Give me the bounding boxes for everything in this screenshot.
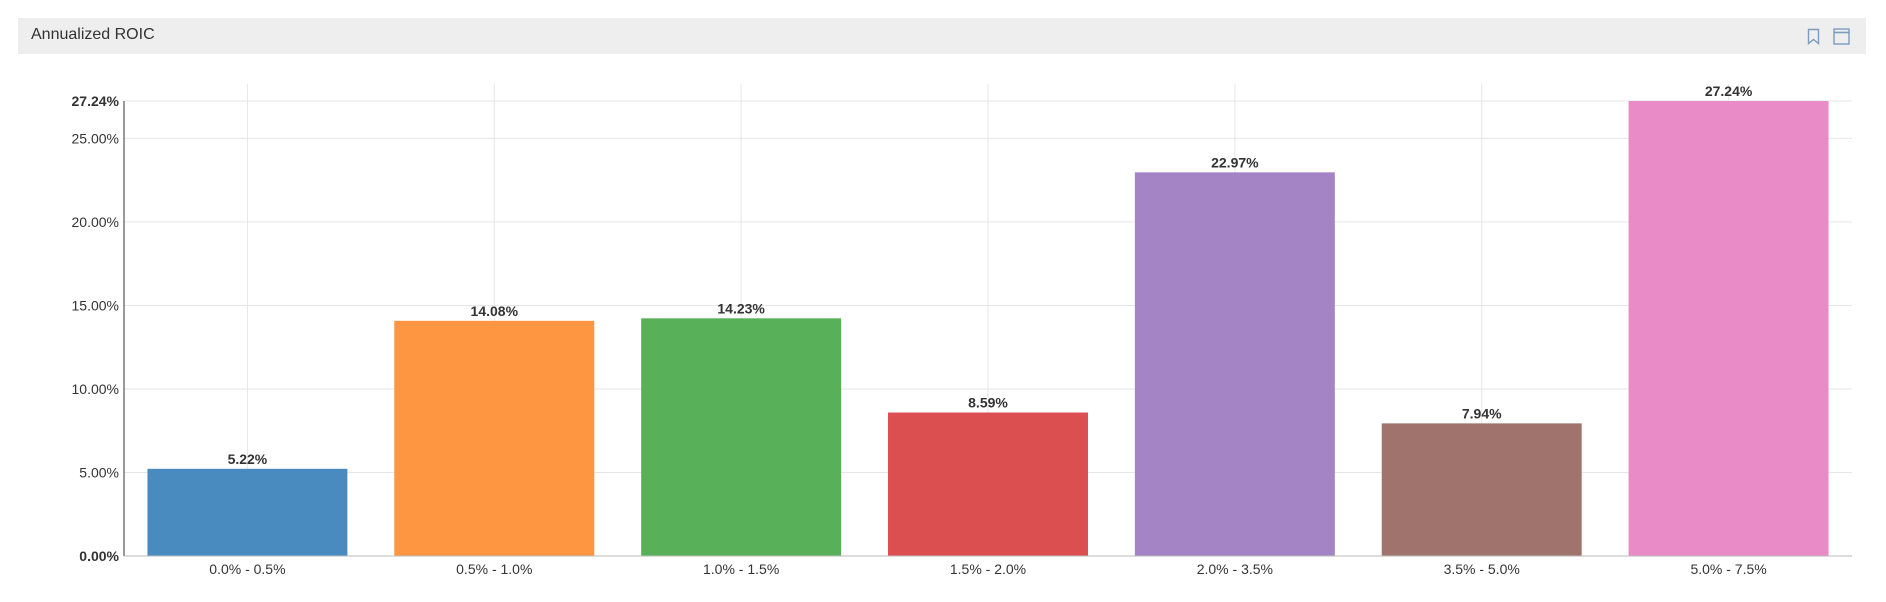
y-tick-label: 15.00%: [72, 297, 119, 313]
bookmark-icon[interactable]: [1804, 26, 1822, 46]
x-tick-label: 1.0% - 1.5%: [703, 561, 779, 577]
bar: [641, 318, 842, 556]
data-label: 7.94%: [1462, 405, 1502, 421]
bar: [1628, 101, 1829, 556]
header-icons: [1804, 26, 1850, 46]
panel-header: Annualized ROIC: [18, 18, 1866, 54]
y-tick-label: 0.00%: [79, 548, 119, 564]
chart-area: 5.22% 14.08% 14.23% 8.59% 22.97% 7.94% 27.24% …: [0, 60, 1886, 597]
data-label: 8.59%: [968, 395, 1008, 411]
x-tick-label: 3.5% - 5.0%: [1444, 561, 1520, 577]
maximize-icon[interactable]: [1832, 26, 1850, 46]
x-tick-label: 0.0% - 0.5%: [209, 561, 285, 577]
bar: [147, 468, 348, 556]
bar-layer: [147, 101, 1829, 556]
bar: [394, 320, 595, 556]
data-label: 27.24%: [1705, 83, 1753, 99]
y-tick-label: 25.00%: [72, 130, 119, 146]
y-tick-label: 10.00%: [72, 381, 119, 397]
bar: [888, 412, 1088, 556]
bar-chart: 5.22%14.08% 14.23%8.59%22.97%7.94%27.24% …: [72, 83, 1852, 577]
data-label: 14.08%: [471, 303, 519, 319]
data-label: 14.23%: [717, 300, 765, 316]
x-tick-label: 2.0% - 3.5%: [1197, 561, 1273, 577]
axis-layer: 0.00% 5.00% 10.00% 15.00% 20.00% 25.00% 27.24%…: [72, 93, 1852, 577]
x-tick-label: 5.0% - 7.5%: [1690, 561, 1766, 577]
y-tick-label: 20.00%: [72, 214, 119, 230]
bar: [1381, 423, 1582, 556]
x-tick-label: 0.5% - 1.0%: [456, 561, 532, 577]
y-tick-label: 5.00%: [79, 464, 119, 480]
panel-title: Annualized ROIC: [31, 26, 155, 43]
data-label-layer: 5.22% 14.08% 14.23% 8.59% 22.97% 7.94% 27.24%: [228, 83, 1753, 467]
y-tick-label: 27.24%: [72, 93, 120, 109]
data-label: 5.22%: [228, 451, 268, 467]
data-label: 22.97%: [1211, 154, 1259, 170]
x-tick-label: 1.5% - 2.0%: [950, 561, 1026, 577]
bar: [1134, 172, 1335, 556]
